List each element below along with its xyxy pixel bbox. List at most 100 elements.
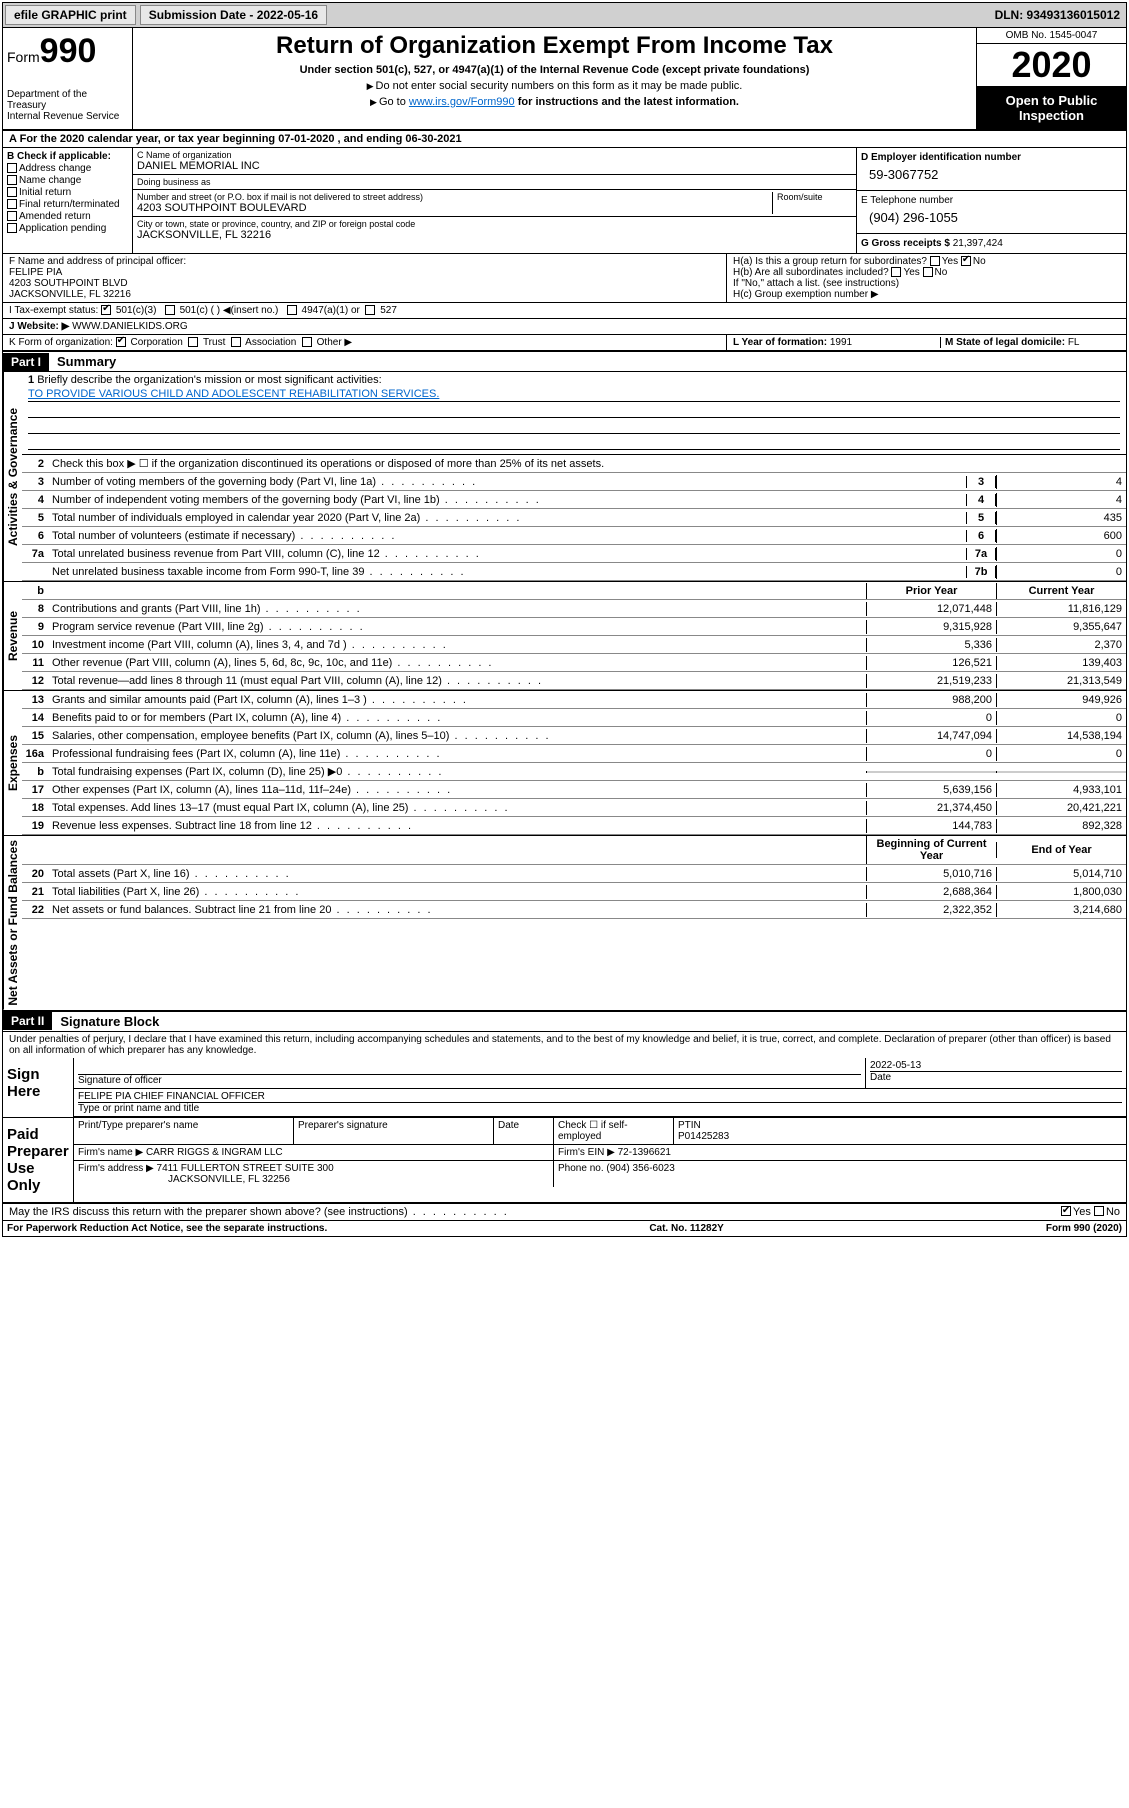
part1-header-row: Part I Summary: [3, 352, 1126, 372]
discuss-question: May the IRS discuss this return with the…: [9, 1206, 1061, 1218]
line-7a: 7aTotal unrelated business revenue from …: [22, 545, 1126, 563]
omb-number: OMB No. 1545-0047: [977, 28, 1126, 44]
date-label: Date: [870, 1071, 1122, 1083]
line-8: 8Contributions and grants (Part VIII, li…: [22, 600, 1126, 618]
line-14: 14Benefits paid to or for members (Part …: [22, 709, 1126, 727]
part2-header-row: Part II Signature Block: [3, 1012, 1126, 1032]
line-b: bTotal fundraising expenses (Part IX, co…: [22, 763, 1126, 781]
section-b-checkboxes: B Check if applicable: Address change Na…: [3, 148, 133, 253]
501c3-checkbox[interactable]: [101, 305, 111, 315]
mission-line3: [28, 420, 1120, 434]
line-21: 21Total liabilities (Part X, line 26)2,6…: [22, 883, 1126, 901]
address-change-checkbox[interactable]: [7, 163, 17, 173]
public-inspection-badge: Open to Public Inspection: [977, 87, 1126, 129]
domicile-label: M State of legal domicile:: [945, 337, 1065, 348]
hb-label: H(b) Are all subordinates included?: [733, 267, 889, 278]
submission-date-label: Submission Date - 2022-05-16: [140, 5, 327, 25]
line-6: 6Total number of volunteers (estimate if…: [22, 527, 1126, 545]
goto-prefix: Go to: [370, 96, 409, 108]
part2-title: Signature Block: [52, 1012, 167, 1031]
header-left: Form990 Department of the Treasury Inter…: [3, 28, 133, 129]
revenue-vlabel: Revenue: [3, 582, 22, 690]
corp-checkbox[interactable]: [116, 337, 126, 347]
principal-officer-block: F Name and address of principal officer:…: [3, 254, 726, 302]
application-pending-checkbox[interactable]: [7, 223, 17, 233]
mission-line2: [28, 404, 1120, 418]
begin-year-hdr: Beginning of Current Year: [866, 836, 996, 864]
final-return-checkbox[interactable]: [7, 199, 17, 209]
other-label: Other ▶: [317, 337, 352, 348]
mission-text[interactable]: TO PROVIDE VARIOUS CHILD AND ADOLESCENT …: [28, 388, 1120, 402]
other-checkbox[interactable]: [302, 337, 312, 347]
discuss-no-label: No: [1106, 1206, 1120, 1218]
line-3: 3Number of voting members of the governi…: [22, 473, 1126, 491]
ha-no-checkbox[interactable]: [961, 256, 971, 266]
final-return-label: Final return/terminated: [19, 199, 120, 210]
discuss-row: May the IRS discuss this return with the…: [3, 1203, 1126, 1221]
line-18: 18Total expenses. Add lines 13–17 (must …: [22, 799, 1126, 817]
amended-return-checkbox[interactable]: [7, 211, 17, 221]
527-checkbox[interactable]: [365, 305, 375, 315]
dba-label: Doing business as: [137, 177, 852, 187]
mission-block: 1 Briefly describe the organization's mi…: [22, 372, 1126, 455]
501c-checkbox[interactable]: [165, 305, 175, 315]
year-formation: 1991: [830, 337, 852, 348]
current-year-hdr: Current Year: [996, 583, 1126, 599]
4947-label: 4947(a)(1) or: [302, 305, 360, 316]
form-subtitle: Under section 501(c), 527, or 4947(a)(1)…: [137, 64, 972, 76]
governance-body: 1 Briefly describe the organization's mi…: [22, 372, 1126, 581]
line-13: 13Grants and similar amounts paid (Part …: [22, 691, 1126, 709]
ptin-value: P01425283: [678, 1131, 729, 1142]
sign-here-row: Sign Here Signature of officer 2022-05-1…: [3, 1058, 1126, 1118]
net-assets-vlabel: Net Assets or Fund Balances: [3, 836, 22, 1010]
sig-officer-label: Signature of officer: [78, 1074, 861, 1086]
self-employed-check: Check ☐ if self-employed: [554, 1118, 674, 1144]
ha-yes-checkbox[interactable]: [930, 256, 940, 266]
expenses-body: 13Grants and similar amounts paid (Part …: [22, 691, 1126, 835]
line-12: 12Total revenue—add lines 8 through 11 (…: [22, 672, 1126, 690]
form-number: Form990: [7, 32, 128, 71]
hb-no-checkbox[interactable]: [923, 267, 933, 277]
paid-preparer-label: Paid Preparer Use Only: [3, 1118, 73, 1202]
line-22: 22Net assets or fund balances. Subtract …: [22, 901, 1126, 919]
part1-badge: Part I: [3, 353, 49, 371]
tax-status-block: I Tax-exempt status: 501(c)(3) 501(c) ( …: [3, 303, 1126, 318]
firm-ein: 72-1396621: [618, 1147, 671, 1158]
ha-label: H(a) Is this a group return for subordin…: [733, 256, 927, 267]
officer-label: F Name and address of principal officer:: [9, 256, 720, 267]
line-15: 15Salaries, other compensation, employee…: [22, 727, 1126, 745]
goto-suffix: for instructions and the latest informat…: [515, 96, 739, 108]
declaration-text: Under penalties of perjury, I declare th…: [3, 1032, 1126, 1058]
hb-yes-checkbox[interactable]: [891, 267, 901, 277]
501c-label: 501(c) ( ) ◀(insert no.): [180, 305, 279, 316]
instructions-link[interactable]: www.irs.gov/Form990: [409, 96, 515, 108]
form-org-label: K Form of organization:: [9, 337, 113, 348]
footer-mid: Cat. No. 11282Y: [649, 1223, 723, 1234]
officer-printed-name: FELIPE PIA CHIEF FINANCIAL OFFICER: [78, 1091, 1122, 1102]
initial-return-checkbox[interactable]: [7, 187, 17, 197]
assoc-checkbox[interactable]: [231, 337, 241, 347]
addr-label: Number and street (or P.O. box if mail i…: [137, 192, 772, 202]
ein-value: 59-3067752: [861, 163, 1122, 186]
trust-checkbox[interactable]: [188, 337, 198, 347]
discuss-yes-checkbox[interactable]: [1061, 1206, 1071, 1216]
line-11: 11Other revenue (Part VIII, column (A), …: [22, 654, 1126, 672]
part2-badge: Part II: [3, 1012, 52, 1030]
efile-print-button[interactable]: efile GRAPHIC print: [5, 5, 136, 25]
discuss-no-checkbox[interactable]: [1094, 1206, 1104, 1216]
name-change-checkbox[interactable]: [7, 175, 17, 185]
header-middle: Return of Organization Exempt From Incom…: [133, 28, 976, 129]
dln-label: DLN: 93493136015012: [989, 6, 1126, 24]
instructions-note: Go to www.irs.gov/Form990 for instructio…: [137, 96, 972, 108]
4947-checkbox[interactable]: [287, 305, 297, 315]
street-address: 4203 SOUTHPOINT BOULEVARD: [137, 202, 772, 214]
officer-name: FELIPE PIA: [9, 267, 720, 278]
line-4: 4Number of independent voting members of…: [22, 491, 1126, 509]
application-pending-label: Application pending: [19, 223, 106, 234]
header-right: OMB No. 1545-0047 2020 Open to Public In…: [976, 28, 1126, 129]
prep-date-label: Date: [494, 1118, 554, 1144]
gross-label: G Gross receipts $: [861, 238, 950, 249]
mission-question: Briefly describe the organization's miss…: [37, 374, 381, 386]
address-change-label: Address change: [19, 163, 91, 174]
col-b: b: [22, 585, 50, 597]
